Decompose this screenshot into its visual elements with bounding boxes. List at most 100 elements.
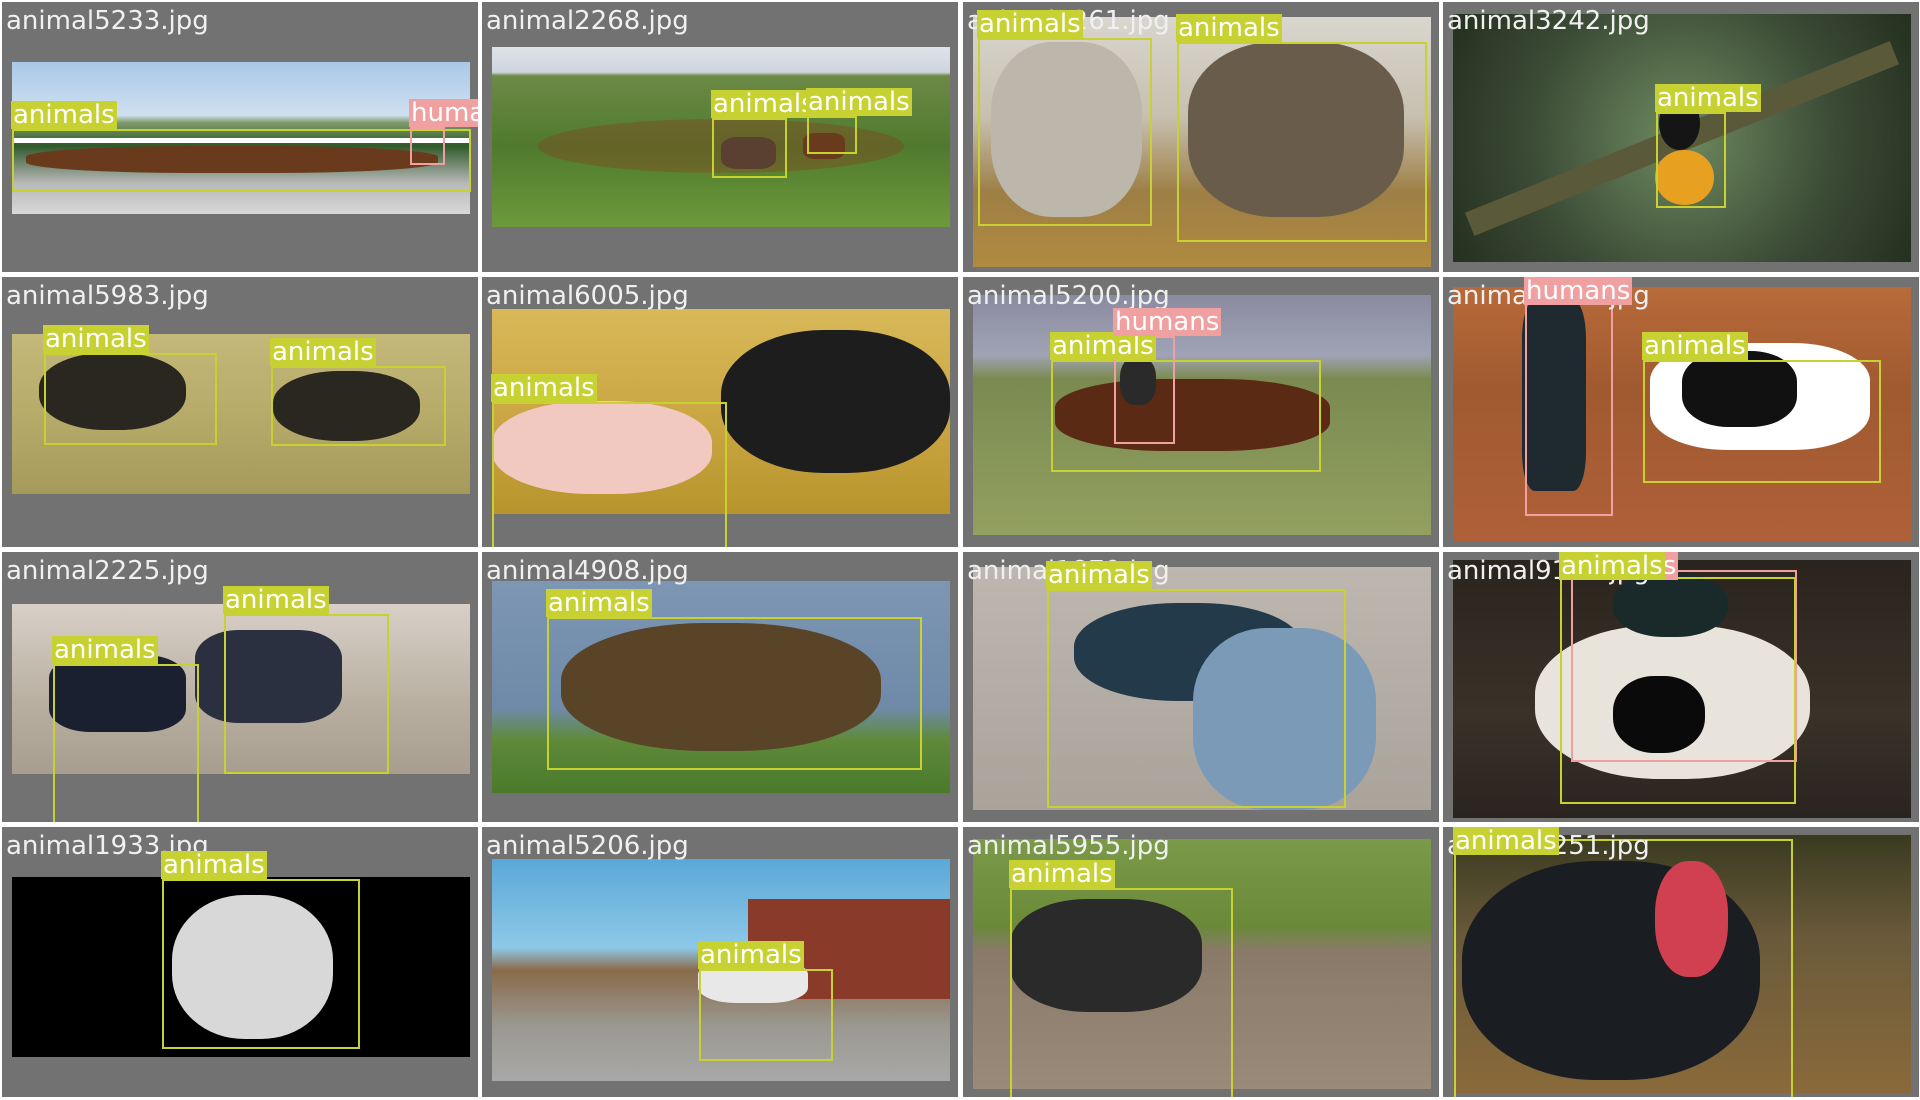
photo-thumbnail[interactable]: [492, 309, 950, 514]
box-label-animals: animals: [1453, 827, 1559, 856]
bounding-box-animals[interactable]: [712, 118, 787, 178]
scene-shape: [25, 145, 438, 173]
bounding-box-animals[interactable]: [1560, 577, 1796, 804]
photo-thumbnail[interactable]: [12, 877, 470, 1057]
image-tile[interactable]: animal5206.jpg animals: [482, 827, 958, 1097]
photo-thumbnail[interactable]: [1453, 287, 1911, 542]
bounding-box-animals[interactable]: [1051, 360, 1321, 472]
box-label-animals: animals: [270, 337, 376, 367]
scene-shape: [1654, 150, 1715, 205]
scene-shape: [991, 42, 1143, 217]
box-label-humans: humans: [1113, 307, 1222, 337]
image-tile[interactable]: animal5983.jpg animals animals: [2, 277, 478, 547]
box-label-animals: animals: [1176, 13, 1282, 43]
photo-thumbnail[interactable]: [973, 839, 1431, 1089]
scene-shape: [1055, 379, 1331, 451]
image-filename: animal5200.jpg: [967, 281, 1170, 311]
image-filename: animal5206.jpg: [486, 831, 689, 861]
image-tile[interactable]: animal2225.jpg animals animals: [2, 552, 478, 822]
bounding-box-animals[interactable]: [1177, 42, 1427, 242]
box-label-humans: humans: [409, 99, 478, 127]
box-label-animals: animals: [491, 373, 597, 403]
box-label-animals: animals: [52, 635, 158, 665]
image-tile[interactable]: animal4908.jpg animals: [482, 552, 958, 822]
box-label-animals: animals: [1009, 859, 1115, 889]
image-tile[interactable]: animal9122.jpghumansanimals: [1443, 552, 1919, 822]
photo-thumbnail[interactable]: [1453, 14, 1911, 262]
bounding-box-humans[interactable]: [1571, 570, 1797, 762]
image-tile[interactable]: animal1933.jpg animals: [2, 827, 478, 1097]
image-filename: animal3242.jpg: [1447, 6, 1650, 36]
bounding-box-humans[interactable]: [410, 127, 445, 165]
image-tile[interactable]: animal5200.jpg animals humans: [963, 277, 1439, 547]
scene-shape: [721, 137, 776, 170]
scene-shape: [492, 401, 712, 494]
box-label-animals: animals: [43, 324, 149, 354]
scene-shape: [273, 370, 420, 442]
bounding-box-animals[interactable]: [1010, 888, 1233, 1097]
bounding-box-animals[interactable]: [492, 402, 727, 547]
bounding-box-animals[interactable]: [699, 969, 833, 1061]
image-filename: animal2268.jpg: [486, 6, 689, 36]
box-label-animals: animals: [1050, 331, 1156, 361]
photo-thumbnail[interactable]: [492, 581, 950, 793]
photo-thumbnail[interactable]: [12, 334, 470, 494]
scene-shape: [1654, 860, 1728, 977]
scene-shape: [560, 623, 882, 751]
scene-shape: [721, 329, 950, 473]
bounding-box-animals[interactable]: [12, 129, 471, 192]
image-filename: animal5955.jpg: [967, 831, 1170, 861]
box-label-animals: animals: [161, 850, 267, 880]
bounding-box-animals[interactable]: [53, 664, 199, 822]
box-label-animals: animals: [1559, 552, 1665, 581]
scene-shape: [803, 133, 845, 159]
scene-shape: [1613, 676, 1705, 754]
scene-shape: [1009, 899, 1202, 1012]
box-label-animals: animals: [711, 89, 817, 119]
scene-shape: [172, 895, 333, 1039]
image-tile[interactable]: animal2268.jpg animals animals: [482, 2, 958, 272]
photo-thumbnail[interactable]: [492, 47, 950, 227]
image-filename: animal5233.jpg: [6, 6, 209, 36]
box-label-animals: animals: [546, 588, 652, 618]
bounding-box-animals[interactable]: [1047, 589, 1346, 808]
scene-shape: [1119, 357, 1157, 406]
box-label-animals: animals: [1655, 83, 1761, 113]
bounding-box-animals[interactable]: [44, 353, 217, 445]
bounding-box-animals[interactable]: [1454, 839, 1793, 1097]
bounding-box-animals[interactable]: [1643, 360, 1881, 483]
scene-shape: [1188, 42, 1404, 217]
image-tile[interactable]: animal5955.jpg animals: [963, 827, 1439, 1097]
scene-shape: [1613, 572, 1728, 638]
image-filename: animal2225.jpg: [6, 556, 209, 586]
photo-thumbnail[interactable]: [1453, 560, 1911, 818]
scene-shape: [195, 629, 342, 723]
scene-shape: [1521, 299, 1586, 491]
photo-thumbnail[interactable]: [973, 17, 1431, 267]
image-tile[interactable]: animal3242.jpg animals: [1443, 2, 1919, 272]
bounding-box-animals[interactable]: [162, 879, 360, 1049]
box-label-animals: animals: [698, 940, 804, 970]
scene-shape: [12, 138, 470, 143]
photo-thumbnail[interactable]: [12, 604, 470, 774]
box-label-animals: animals: [977, 9, 1083, 39]
bounding-box-animals[interactable]: [271, 366, 446, 446]
bounding-box-animals[interactable]: [547, 617, 922, 770]
image-filename: animal5983.jpg: [6, 281, 209, 311]
bounding-box-humans[interactable]: [1525, 303, 1613, 516]
box-label-animals: animals: [11, 100, 117, 130]
image-tile[interactable]: animal5233.jpg animals humans: [2, 2, 478, 272]
bounding-box-animals[interactable]: [978, 38, 1152, 226]
bounding-box-animals[interactable]: [807, 116, 857, 154]
image-tile[interactable]: animal4538.jpghumansanimals: [1443, 277, 1919, 547]
photo-thumbnail[interactable]: [1453, 835, 1911, 1093]
box-label-animals: animals: [223, 585, 329, 615]
scene-shape: [492, 47, 950, 227]
bounding-box-animals[interactable]: [224, 614, 389, 774]
photo-thumbnail[interactable]: [12, 62, 470, 214]
bounding-box-animals[interactable]: [1656, 112, 1726, 208]
image-tile[interactable]: animal6005.jpg animals: [482, 277, 958, 547]
